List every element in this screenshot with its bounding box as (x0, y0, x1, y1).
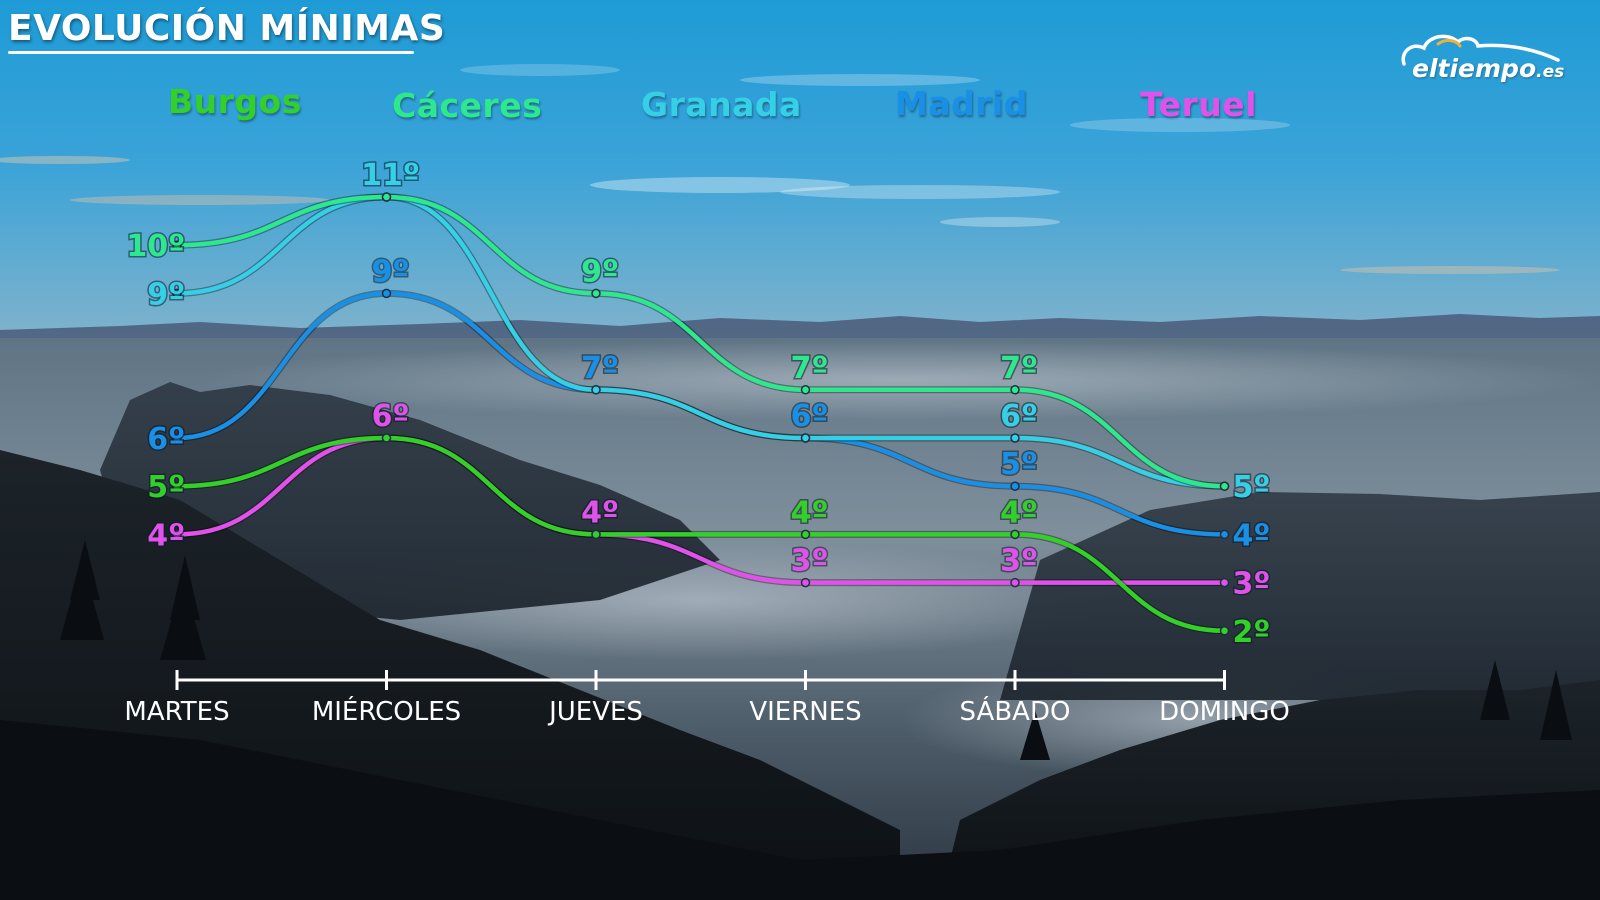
eltiempo-logo: eltiempo.es (1398, 30, 1568, 90)
data-label: 4º (1233, 518, 1271, 553)
series-line-teruel (174, 435, 1227, 585)
data-label: 7º (1000, 351, 1038, 386)
series-lines (173, 193, 1228, 635)
data-label: 5º (1000, 447, 1038, 482)
data-label: 7º (791, 351, 829, 386)
series-line-granada (174, 194, 1227, 489)
x-tick-label: MIÉRCOLES (312, 695, 461, 727)
data-point-caceres (591, 288, 601, 299)
data-label: 3º (1000, 544, 1038, 579)
x-tick-label: MARTES (124, 697, 229, 727)
cloud-logo-icon (1401, 34, 1560, 66)
chart-title: EVOLUCIÓN MÍNIMAS (8, 8, 446, 49)
x-tick-label: JUEVES (547, 697, 643, 727)
data-point-madrid (1010, 481, 1020, 491)
data-point-granada (800, 433, 811, 443)
data-point-burgos (1010, 529, 1020, 540)
data-label: 4º (147, 518, 185, 553)
data-label: 3º (791, 544, 829, 579)
data-point-caceres (800, 385, 811, 395)
data-point-caceres (172, 240, 182, 250)
series-line-burgos (174, 435, 1227, 634)
x-tick-label: VIERNES (749, 697, 861, 727)
logo-name: eltiempo (1412, 54, 1537, 83)
data-point-burgos (800, 529, 811, 540)
data-point-granada (1010, 433, 1020, 443)
legend-madrid: Madrid (895, 84, 1028, 123)
logo-text: eltiempo.es (1412, 54, 1564, 83)
data-label: 11º (361, 158, 420, 193)
data-label: 2º (1233, 615, 1271, 650)
data-label: 9º (372, 254, 410, 289)
data-label: 4º (581, 495, 619, 530)
data-point-caceres (1010, 385, 1020, 395)
data-label: 6º (147, 422, 185, 457)
data-label: 6º (1000, 399, 1038, 434)
series-line-caceres (174, 194, 1227, 489)
legend-granada: Granada (641, 85, 802, 124)
data-point-granada (591, 385, 601, 395)
data-point-madrid (172, 433, 182, 443)
data-point-granada (172, 288, 182, 299)
legend-teruel: Teruel (1140, 85, 1257, 124)
data-label: 6º (791, 399, 829, 434)
data-point-burgos (381, 433, 392, 443)
data-point-caceres (1219, 481, 1230, 491)
data-point-burgos (172, 481, 182, 491)
x-tick-label: SÁBADO (960, 695, 1071, 727)
data-point-caceres (381, 192, 392, 202)
data-point-burgos (591, 529, 601, 540)
legend-caceres: Cáceres (392, 86, 543, 125)
data-label: 4º (791, 495, 829, 530)
x-tick-label: DOMINGO (1159, 697, 1290, 727)
data-label: 4º (1000, 495, 1038, 530)
data-point-madrid (1219, 529, 1230, 540)
data-label: 5º (1233, 470, 1271, 505)
data-label: 3º (1233, 567, 1271, 602)
data-label: 6º (372, 399, 410, 434)
data-point-burgos (1219, 626, 1230, 636)
title-underline (8, 51, 414, 54)
data-point-teruel (800, 577, 811, 588)
data-point-teruel (172, 529, 182, 540)
data-label: 10º (126, 229, 185, 264)
logo-suffix: .es (1536, 62, 1565, 82)
data-point-teruel (1010, 577, 1020, 588)
data-point-teruel (1219, 577, 1230, 588)
series-points (172, 192, 1230, 636)
data-label: 9º (581, 254, 619, 289)
data-labels: 10º 9º 6º 5º 4º 11º 9º 6º 9º 7º 4º 7º 6º 4º 3º 7º 6º 5º 4º… (125, 157, 1272, 652)
data-label: 9º (147, 277, 185, 312)
data-point-madrid (381, 288, 392, 299)
data-label: 5º (147, 470, 185, 505)
data-label: 7º (581, 351, 619, 386)
x-axis: MARTES MIÉRCOLES JUEVES VIERNES SÁBADO DOMING… (124, 670, 1290, 727)
legend-burgos: Burgos (168, 82, 302, 121)
